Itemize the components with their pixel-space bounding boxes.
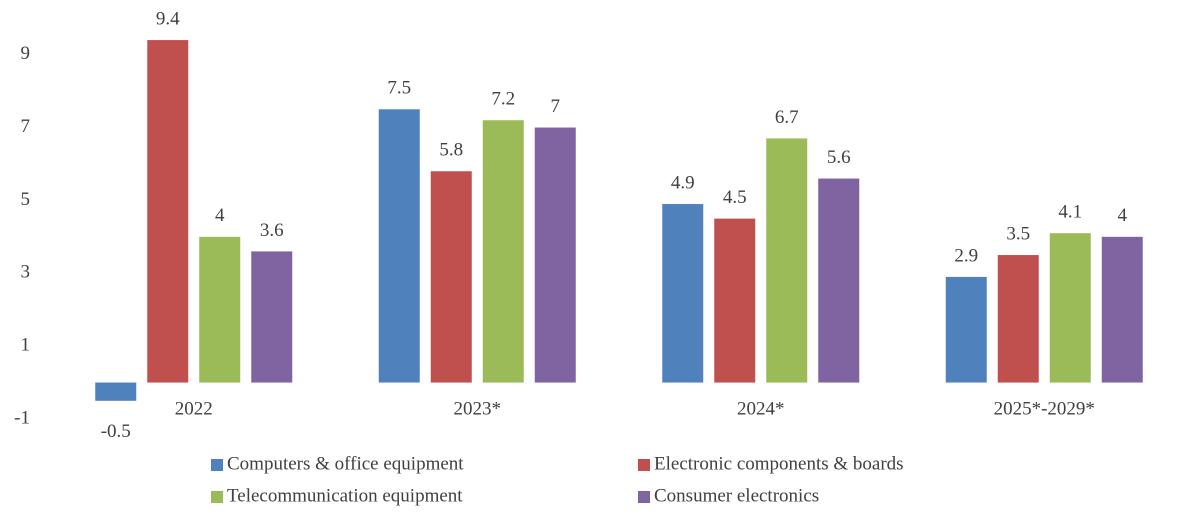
legend-label: Telecommunication equipment (227, 485, 463, 506)
y-tick-label: 5 (21, 189, 31, 210)
data-label: 3.5 (1006, 223, 1030, 244)
bar (482, 120, 524, 383)
bar (378, 109, 420, 383)
bar (714, 218, 756, 383)
legend-swatch (211, 459, 223, 471)
legend-swatch (211, 491, 223, 503)
data-label: 5.6 (827, 147, 851, 168)
bar (199, 236, 241, 383)
legend-label: Consumer electronics (654, 485, 819, 506)
y-tick-label: 3 (21, 262, 31, 283)
x-tick-label: 2025*-2029* (994, 398, 1095, 419)
data-label: 4.1 (1058, 202, 1082, 223)
bar (1049, 233, 1091, 383)
y-tick-label: 7 (21, 116, 31, 137)
x-tick-label: 2022 (175, 398, 213, 419)
y-tick-label: 1 (21, 334, 31, 355)
data-label: 7 (551, 96, 561, 117)
bar (997, 255, 1039, 383)
y-tick-label: -1 (14, 407, 30, 428)
x-tick-label: 2023* (454, 398, 502, 419)
legend-swatch (638, 491, 650, 503)
data-label: 4.9 (671, 172, 695, 193)
data-label: 4 (1118, 205, 1128, 226)
data-label: 6.7 (775, 107, 799, 128)
legend-label: Electronic components & boards (654, 453, 904, 474)
data-label: 4 (215, 205, 225, 226)
data-label: 7.5 (387, 78, 411, 99)
data-label: 2.9 (954, 245, 978, 266)
data-label: -0.5 (101, 421, 131, 442)
data-label: 3.6 (260, 220, 284, 241)
bar (534, 127, 576, 383)
data-label: 4.5 (723, 187, 747, 208)
data-label: 5.8 (439, 140, 463, 161)
x-tick-label: 2024* (737, 398, 785, 419)
bar (95, 382, 137, 401)
bar (766, 138, 808, 383)
bar (662, 204, 704, 383)
bar (1101, 236, 1143, 383)
legend-swatch (638, 459, 650, 471)
legend-label: Computers & office equipment (227, 453, 464, 474)
y-tick-label: 9 (21, 43, 31, 64)
bar (430, 171, 472, 383)
bar (945, 276, 987, 383)
data-label: 9.4 (156, 8, 180, 29)
bar (818, 178, 860, 383)
data-label: 7.2 (491, 89, 515, 110)
bar (251, 251, 293, 383)
bar (147, 40, 189, 383)
